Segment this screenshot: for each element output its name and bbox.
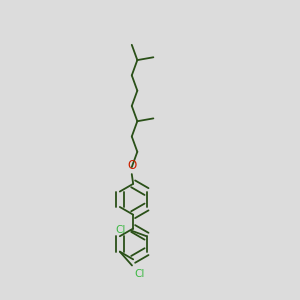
- Text: O: O: [127, 159, 136, 172]
- Text: Cl: Cl: [116, 225, 126, 235]
- Text: Cl: Cl: [134, 269, 145, 279]
